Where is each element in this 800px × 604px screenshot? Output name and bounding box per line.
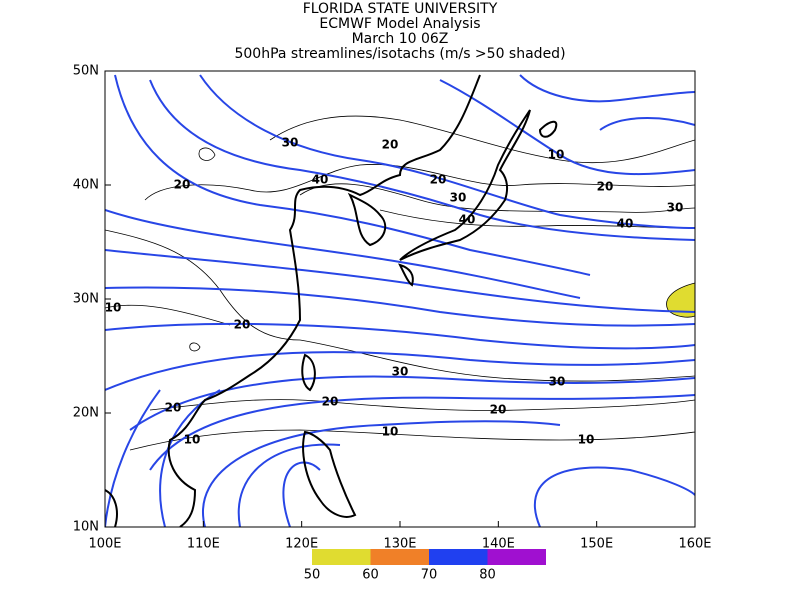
contour-label: 30 — [667, 201, 684, 215]
lon-label: 110E — [187, 537, 220, 552]
contour-label: 10 — [382, 425, 399, 439]
colorbar-swatch — [429, 549, 488, 565]
colorbar-label: 70 — [421, 568, 438, 583]
lon-label: 140E — [482, 537, 515, 552]
colorbar-swatch — [370, 549, 429, 565]
contour-label: 10 — [105, 301, 122, 315]
header: FLORIDA STATE UNIVERSITY ECMWF Model Ana… — [234, 1, 565, 62]
contour-label: 30 — [392, 365, 409, 379]
contour-label: 40 — [312, 173, 329, 187]
colorbar-swatch — [312, 549, 371, 565]
lat-label: 30N — [73, 292, 99, 307]
lon-label: 130E — [383, 537, 416, 552]
streamlines — [105, 74, 695, 527]
map-frame — [104, 70, 696, 528]
contour-label: 30 — [549, 375, 566, 389]
lat-label: 40N — [73, 178, 99, 193]
contour-label: 10 — [578, 433, 595, 447]
contour-label: 40 — [459, 213, 476, 227]
contour-label: 20 — [165, 401, 182, 415]
contour-label: 10 — [184, 433, 201, 447]
coastlines — [105, 74, 558, 527]
title-line: ECMWF Model Analysis — [319, 16, 480, 32]
colorbar: 50 60 70 80 — [304, 549, 546, 583]
contour-label: 20 — [430, 173, 447, 187]
lon-label: 150E — [580, 537, 613, 552]
lon-label: 100E — [88, 537, 121, 552]
contour-label: 20 — [597, 180, 614, 194]
lat-label: 10N — [73, 520, 99, 535]
title-line: FLORIDA STATE UNIVERSITY — [303, 1, 498, 17]
contour-label: 20 — [490, 403, 507, 417]
contour-label: 30 — [282, 136, 299, 150]
lat-label: 50N — [73, 64, 99, 79]
lon-label: 120E — [285, 537, 318, 552]
contour-label: 20 — [322, 395, 339, 409]
contour-label: 20 — [234, 318, 251, 332]
axes: 100E 110E 120E 130E 140E 150E 160E 50N 40N 30N 20N… — [73, 64, 712, 552]
title-line: March 10 06Z — [352, 31, 449, 47]
title-line: 500hPa streamlines/isotachs (m/s >50 sha… — [234, 46, 565, 62]
contour-label: 40 — [617, 217, 634, 231]
colorbar-label: 50 — [304, 568, 321, 583]
colorbar-label: 60 — [362, 568, 379, 583]
colorbar-swatch — [487, 549, 546, 565]
contour-label: 10 — [548, 148, 565, 162]
contour-label: 20 — [174, 178, 191, 192]
colorbar-label: 80 — [479, 568, 496, 583]
contour-label: 30 — [450, 191, 467, 205]
shaded-isotach — [666, 282, 695, 318]
isotachs — [105, 115, 695, 451]
contour-label: 20 — [382, 138, 399, 152]
lon-label: 160E — [678, 537, 711, 552]
lat-label: 20N — [73, 406, 99, 421]
